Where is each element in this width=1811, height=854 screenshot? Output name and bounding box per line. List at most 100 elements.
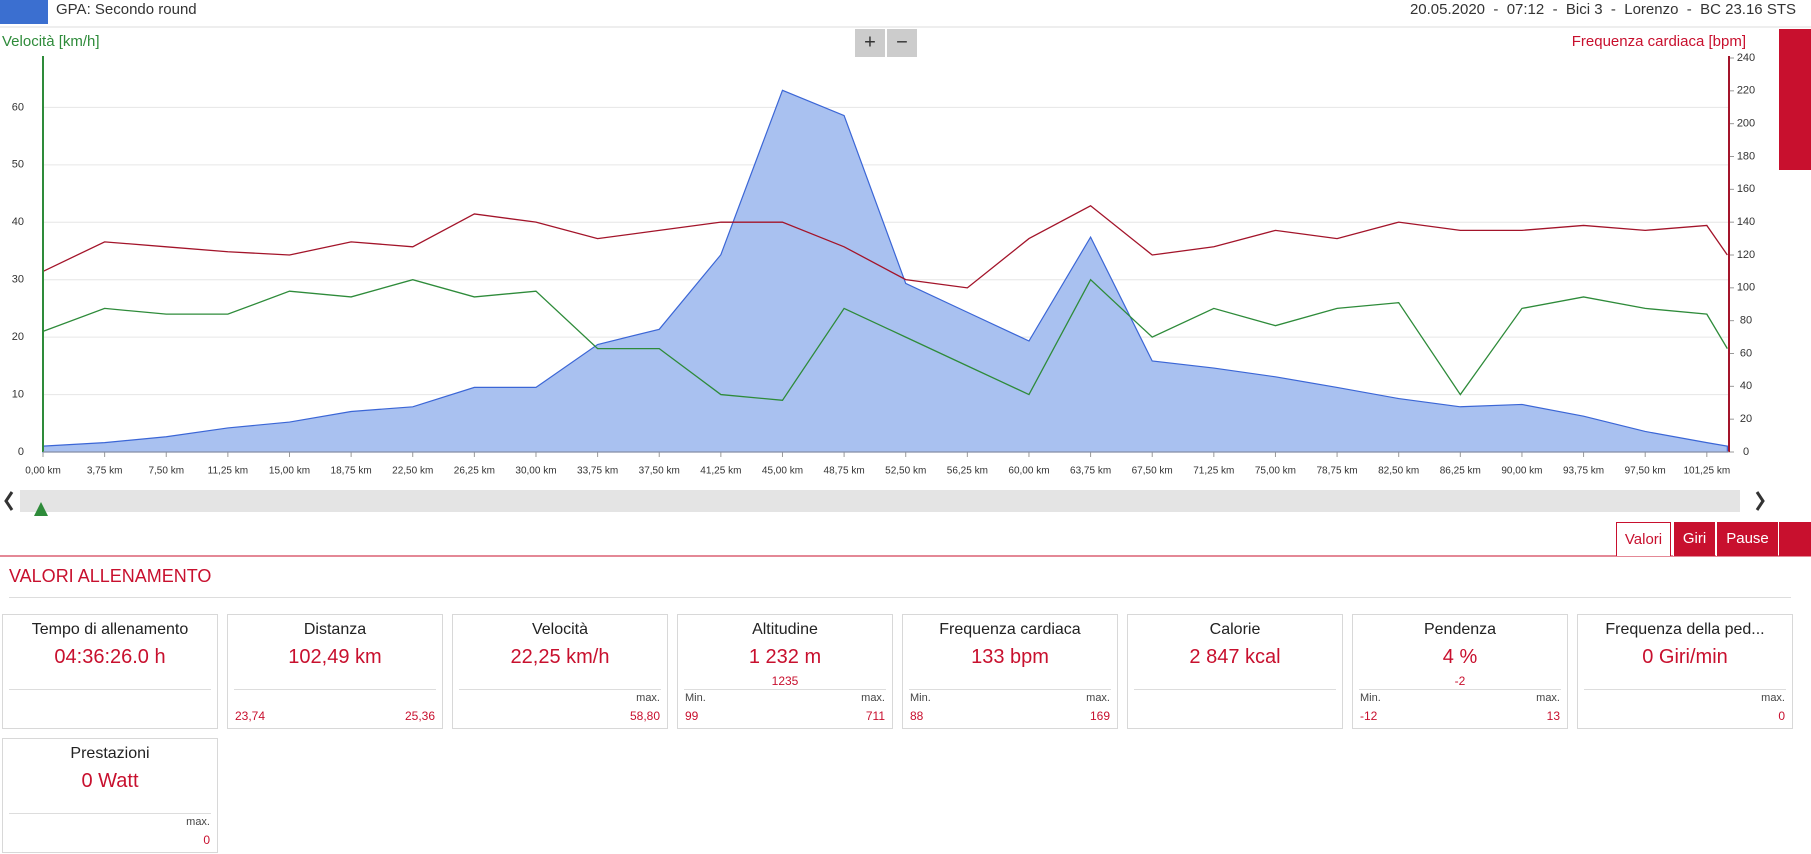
tab[interactable]: Pause <box>1716 522 1778 556</box>
tab[interactable]: Valori <box>1616 522 1671 556</box>
altitude-area <box>42 89 1728 453</box>
y2-tick-label: 240 <box>1737 52 1755 64</box>
card-title: Prestazioni <box>70 745 150 762</box>
y2-tick-label: 60 <box>1740 347 1752 359</box>
x-tick-label: 52,50 km <box>885 466 926 477</box>
x-tick-label: 75,00 km <box>1255 466 1296 477</box>
tab[interactable]: Giri <box>1673 522 1715 556</box>
card-title: Calorie <box>1209 621 1261 638</box>
card-separator <box>1584 689 1786 690</box>
tab-menu <box>1779 522 1811 556</box>
section-title: VALORI ALLENAMENTO <box>9 566 212 586</box>
chart: GPA: Secondo round 20.05.2020 - 07:12 - … <box>0 0 1811 557</box>
slider-right[interactable] <box>1755 491 1765 511</box>
slider-left[interactable] <box>4 491 14 511</box>
card-right-value: 13 <box>1546 709 1560 723</box>
card-title: Pendenza <box>1423 621 1497 638</box>
card-value: 22,25 km/h <box>510 646 610 668</box>
card-left-label: Min. <box>1360 692 1381 704</box>
series-line <box>42 204 1728 289</box>
zoom-out-label[interactable]: − <box>896 31 908 53</box>
card-right-label: max. <box>636 692 660 704</box>
x-tick-label: 30,00 km <box>515 466 556 477</box>
card-left-label: Min. <box>685 692 706 704</box>
card-value: 0 Watt <box>81 770 139 792</box>
card-separator <box>1134 689 1336 690</box>
slider-handle[interactable] <box>34 502 48 516</box>
y2-tick-label: 0 <box>1743 446 1749 458</box>
stat-card: Frequenza cardiaca 133 bpm Min. 88 max. 169 <box>902 614 1118 729</box>
y-tick-label: 50 <box>12 159 24 171</box>
x-tick-label: 37,50 km <box>639 466 680 477</box>
stat-card: Pendenza 4 % -2 Min. -12 max. 13 <box>1352 614 1568 729</box>
stat-card: Altitudine 1 232 m 1235 Min. 99 max. 711 <box>677 614 893 729</box>
card-value: 0 Giri/min <box>1642 646 1728 668</box>
section-border <box>9 597 1791 598</box>
y-tick-label: 0 <box>18 446 24 458</box>
x-tick-label: 33,75 km <box>577 466 618 477</box>
session-info: 20.05.2020 - 07:12 - Bici 3 - Lorenzo - … <box>1410 1 1796 18</box>
card-title: Velocità <box>531 621 589 638</box>
card-sub-value: 1235 <box>771 674 799 688</box>
x-tick-label: 3,75 km <box>87 466 123 477</box>
y2-tick-label: 180 <box>1737 150 1755 162</box>
zoom-in-button[interactable] <box>855 29 885 57</box>
x-tick-label: 26,25 km <box>454 466 495 477</box>
x-tick-label: 11,25 km <box>208 466 248 477</box>
card-left-value: -12 <box>1360 709 1378 723</box>
card-separator <box>9 813 211 814</box>
card-sub-value: -2 <box>1454 674 1466 688</box>
card-separator <box>684 689 886 690</box>
side-toolbar[interactable] <box>1779 29 1811 170</box>
x-tick-label: 18,75 km <box>331 466 372 477</box>
card-value: 102,49 km <box>288 646 382 668</box>
card-separator <box>909 689 1111 690</box>
plot: 0 10 20 30 40 50 60 0 20 40 60 80 100 120 140 160 180 200… <box>12 52 1755 477</box>
x-tick-label: 90,00 km <box>1501 466 1542 477</box>
card-left-label: Min. <box>910 692 931 704</box>
y2-tick-label: 100 <box>1737 282 1755 294</box>
card-left-value: 99 <box>685 709 699 723</box>
y2-axis-title: Frequenza cardiaca [bpm] <box>1572 33 1746 50</box>
card-right-value: 169 <box>1089 709 1110 723</box>
card-right-value: 0 <box>203 833 210 847</box>
page-title: GPA: Secondo round <box>56 1 197 18</box>
y2-tick-label: 220 <box>1737 85 1755 97</box>
x-tick-label: 45,00 km <box>762 466 803 477</box>
zoom-in-label[interactable]: + <box>864 31 876 53</box>
x-tick-label: 15,00 km <box>269 466 310 477</box>
y-tick-label: 30 <box>12 274 24 286</box>
y2-tick-label: 80 <box>1740 315 1752 327</box>
x-tick-label: 63,75 km <box>1070 466 1111 477</box>
y2-tick-label: 200 <box>1737 118 1755 130</box>
x-tick-label: 97,50 km <box>1625 466 1666 477</box>
x-tick-label: 0,00 km <box>25 466 61 477</box>
card-left-value: 88 <box>910 709 924 723</box>
y-tick-label: 60 <box>12 101 24 113</box>
stat-card: Prestazioni 0 Watt max. 0 <box>2 738 218 853</box>
y2-tick-label: 140 <box>1737 216 1755 228</box>
card-value: 2 847 kcal <box>1189 646 1281 668</box>
range-slider[interactable] <box>20 490 1740 512</box>
card-right-label: max. <box>1536 692 1560 704</box>
card-value: 04:36:26.0 h <box>54 646 166 668</box>
card-right-label: max. <box>1086 692 1110 704</box>
x-tick-label: 56,25 km <box>947 466 988 477</box>
card-title: Distanza <box>303 621 367 638</box>
card-title: Frequenza della ped... <box>1605 621 1765 638</box>
x-tick-label: 22,50 km <box>392 466 433 477</box>
y-axis-title: Velocità [km/h] <box>2 33 100 50</box>
y-tick-label: 40 <box>12 216 24 228</box>
x-tick-label: 71,25 km <box>1193 466 1234 477</box>
card-separator <box>234 689 436 690</box>
card-value: 133 bpm <box>971 646 1049 668</box>
x-tick-label: 101,25 km <box>1683 466 1730 477</box>
y2-tick-label: 160 <box>1737 183 1755 195</box>
card-title: Tempo di allenamento <box>31 621 189 638</box>
card-right-label: max. <box>861 692 885 704</box>
card-separator <box>9 689 211 690</box>
y2-tick-label: 120 <box>1737 249 1755 261</box>
zoom-out-button[interactable] <box>887 29 917 57</box>
stat-card: Frequenza della ped... 0 Giri/min max. 0 <box>1577 614 1793 729</box>
stat-card: Velocità 22,25 km/h max. 58,80 <box>452 614 668 729</box>
